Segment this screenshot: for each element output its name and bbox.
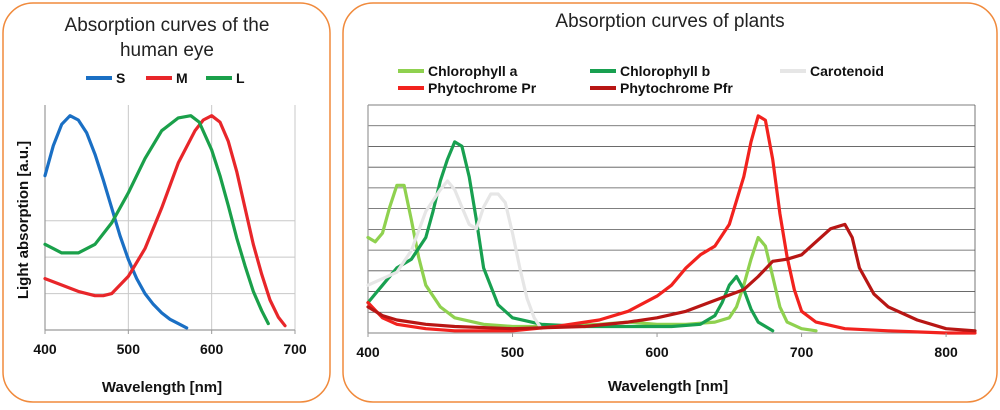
right-chart-xlabel: Wavelength [nm] xyxy=(608,378,728,395)
left-chart-ylabel: Light absorption [a.u.] xyxy=(15,141,32,299)
chart-0-legend-label: L xyxy=(236,70,245,86)
left-chart-title-line1: Absorption curves of the xyxy=(65,15,270,36)
right-chart-title: Absorption curves of plants xyxy=(555,11,784,32)
chart-1-plot-area xyxy=(368,105,975,333)
left-chart-ticks: 400 500 600 700 xyxy=(33,330,307,357)
chart-0-tick-label: 600 xyxy=(200,341,224,357)
right-chart-legend: Chlorophyll a Chlorophyll b Carotenoid Phyt… xyxy=(398,63,884,96)
chart-0-tick-label: 400 xyxy=(33,341,57,357)
chart-1-tick-label: 700 xyxy=(790,344,814,360)
chart-0-tick-label: 700 xyxy=(283,341,307,357)
right-chart-grid xyxy=(367,104,976,334)
left-chart-title-line2: human eye xyxy=(120,40,214,61)
chart-1-legend-label: Phytochrome Pfr xyxy=(620,80,733,96)
chart-1-series-line-phytochrome-pr xyxy=(366,114,977,335)
chart-0-legend-label: M xyxy=(176,70,188,86)
chart-0-series-line-s xyxy=(43,114,189,330)
chart-1-legend-label: Phytochrome Pr xyxy=(428,80,537,96)
chart-1-series-line-chlorophyll-b xyxy=(366,140,775,333)
chart-0-series-line-l xyxy=(43,114,270,326)
left-chart-series xyxy=(43,114,287,330)
chart-1-tick-label: 800 xyxy=(934,344,958,360)
left-chart-grid xyxy=(44,105,296,331)
chart-1-series-line-carotenoid xyxy=(366,179,543,331)
chart-1-tick-label: 600 xyxy=(645,344,669,360)
chart-1-series-line-phytochrome-pfr xyxy=(366,222,977,333)
chart-1-tick-label: 500 xyxy=(501,344,525,360)
left-chart-xlabel: Wavelength [nm] xyxy=(102,379,222,396)
chart-0-plot-area xyxy=(45,105,295,330)
chart-1-legend-label: Chlorophyll b xyxy=(620,63,710,79)
chart-1-tick-label: 400 xyxy=(356,344,380,360)
chart-1-legend-label: Carotenoid xyxy=(810,63,884,79)
chart-0-legend-label: S xyxy=(116,70,125,86)
chart-0-tick-label: 500 xyxy=(117,341,141,357)
chart-1-legend-label: Chlorophyll a xyxy=(428,63,518,79)
right-chart-series xyxy=(366,114,977,335)
right-chart-ticks: 400 500 600 700 800 xyxy=(356,333,958,360)
